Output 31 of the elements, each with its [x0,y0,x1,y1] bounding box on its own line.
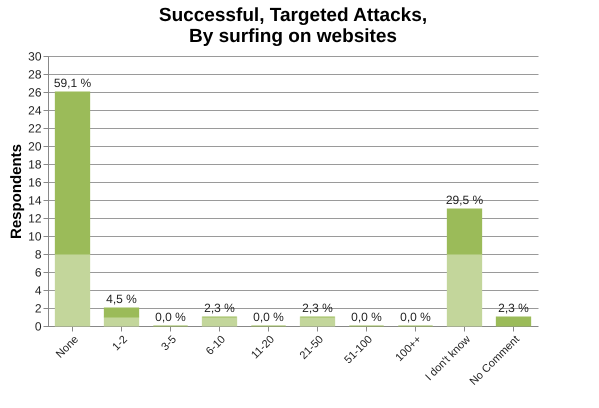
y-tick-label: 28 [28,68,42,82]
y-tick-label: 10 [28,230,42,244]
y-tick-label: 14 [28,194,42,208]
x-tick-label: 6-10 [204,334,228,358]
y-tick-label: 20 [28,140,42,154]
annotation: 0,0 % [155,310,186,324]
y-tick-label: 18 [28,158,42,172]
y-tick-label: 0 [34,320,42,334]
annotation: 59,1 % [54,76,92,90]
y-tick-label: 30 [28,50,42,64]
x-tick-label: 3-5 [159,334,179,354]
y-tick-label: 16 [28,176,42,190]
annotation: 0,0 % [351,310,382,324]
annotation: 2,3 % [204,301,236,315]
annotation: 29,5 % [446,193,484,207]
y-axis-title: Respondents [8,144,26,240]
annotation: 2,3 % [302,301,334,315]
y-tick-label: 12 [28,212,42,226]
annotation: 0,0 % [253,310,284,324]
y-tick-label: 4 [34,284,42,298]
y-tick-label: 6 [34,266,42,280]
x-tick-label: 1-2 [110,334,130,354]
y-tick-label: 22 [28,122,42,136]
annotation: 2,3 % [498,301,530,315]
annotation: 4,5 % [106,292,138,306]
y-tick-label: 8 [34,248,42,262]
y-tick-label: 26 [28,86,42,100]
y-tick-label: 2 [34,302,42,316]
y-tick-label: 24 [28,104,42,118]
annotation: 0,0 % [400,310,432,324]
chart-title: Successful, Targeted Attacks, By surfing on websites [158,5,428,47]
